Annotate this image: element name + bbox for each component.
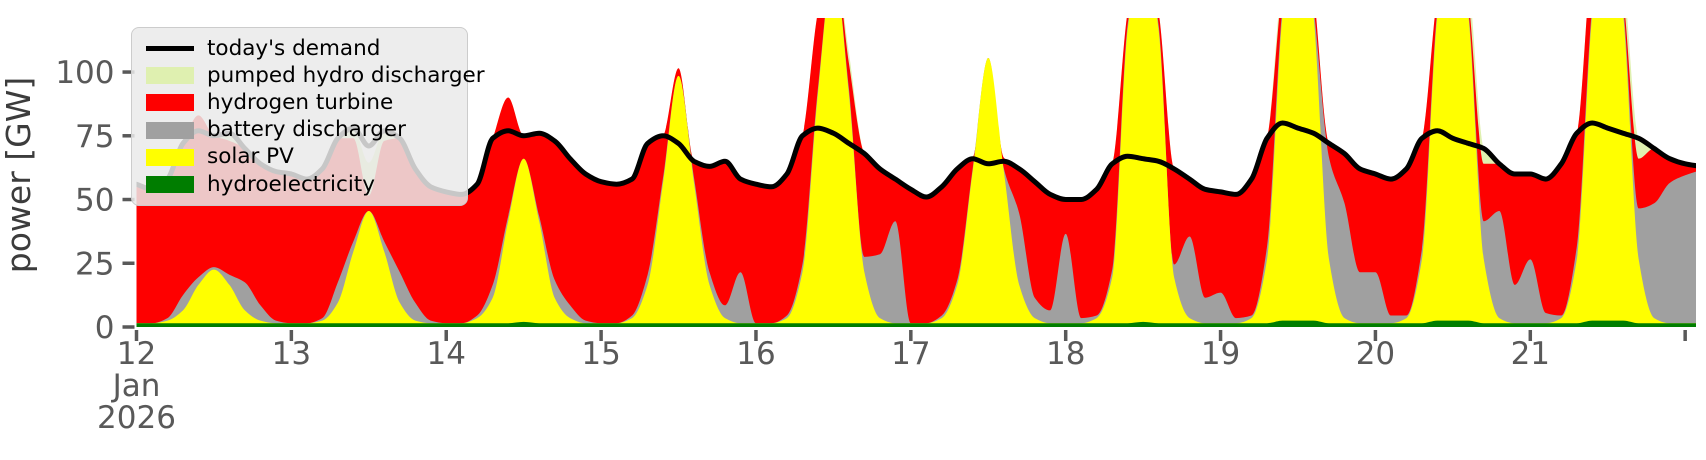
x-tick-label: 21	[1511, 336, 1550, 372]
y-tick-label: 0	[95, 310, 115, 346]
legend-label: pumped hydro discharger	[207, 62, 485, 88]
y-tick-label: 50	[75, 183, 114, 219]
legend: today's demand pumped hydro discharger h…	[131, 27, 485, 206]
x-tick-label: 17	[891, 336, 930, 372]
demand-line-swatch	[146, 46, 194, 52]
x-tick-label: 14	[427, 336, 466, 372]
legend-item-hydrogen-turbine: hydrogen turbine	[146, 89, 461, 116]
area-solar-pv	[136, 18, 1696, 327]
stacked-areas	[136, 18, 1696, 327]
legend-item-todays-demand: today's demand	[146, 35, 461, 62]
hydrogen-turbine-swatch	[146, 94, 194, 112]
x-tick-label: 15	[581, 336, 620, 372]
legend-item-hydroelectricity: hydroelectricity	[146, 171, 461, 198]
x-axis-month-year-label: 2026	[97, 400, 176, 436]
x-tick-label: 20	[1356, 336, 1395, 372]
area-hydroelectricity	[136, 320, 1696, 327]
legend-label: hydroelectricity	[207, 171, 375, 197]
legend-label: today's demand	[207, 35, 381, 61]
y-axis-label: power [GW]	[0, 77, 38, 273]
y-tick-label: 25	[75, 246, 114, 282]
legend-label: hydrogen turbine	[207, 90, 394, 116]
legend-item-pumped-hydro-discharger: pumped hydro discharger	[146, 62, 485, 89]
legend-item-solar-pv: solar PV	[146, 144, 461, 171]
x-tick-label: 12	[117, 336, 156, 372]
x-tick-label: 13	[272, 336, 311, 372]
legend-label: solar PV	[207, 144, 294, 170]
hydroelectricity-swatch	[146, 175, 194, 193]
x-axis-month-year-label: Jan	[111, 368, 161, 404]
y-tick-label: 100	[55, 55, 114, 91]
y-tick-label: 75	[75, 119, 114, 155]
pumped-hydro-swatch	[146, 67, 194, 85]
battery-discharger-swatch	[146, 121, 194, 139]
x-tick-label: 19	[1201, 336, 1240, 372]
legend-item-battery-discharger: battery discharger	[146, 117, 461, 144]
legend-label: battery discharger	[207, 117, 406, 143]
solar-pv-swatch	[146, 148, 194, 166]
x-tick-label: 16	[736, 336, 775, 372]
y-axis-ticks: 0 25 50 75 100	[55, 55, 135, 346]
x-tick-label: 18	[1046, 336, 1085, 372]
